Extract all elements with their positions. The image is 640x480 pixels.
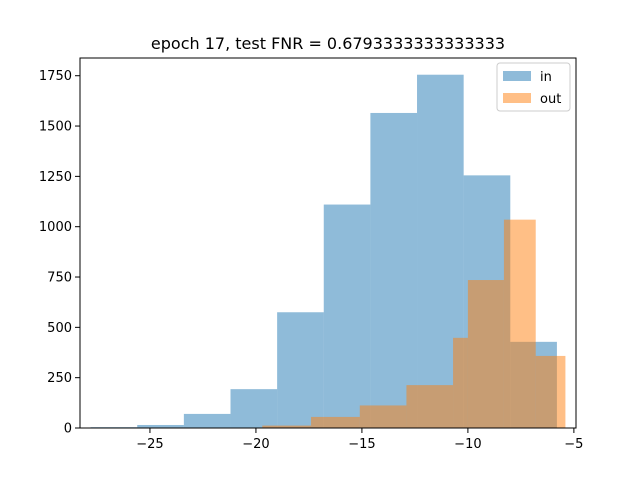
bar-in-5 xyxy=(323,204,371,428)
bar-in-6 xyxy=(370,112,418,429)
x-tick-label: −5 xyxy=(564,437,583,452)
legend-swatch-in xyxy=(503,71,531,81)
bar-out-1 xyxy=(262,425,312,428)
bar-in-1 xyxy=(137,424,184,428)
bar-in-4 xyxy=(277,312,324,428)
bar-out-6 xyxy=(467,280,504,428)
x-axis: −25 −20 −15 −10 −5 xyxy=(136,428,583,452)
y-tick-label: 1750 xyxy=(39,69,72,84)
y-tick-label: 1500 xyxy=(39,120,72,135)
y-tick-label: 1000 xyxy=(39,220,72,235)
bar-out-5 xyxy=(453,337,468,428)
x-tick-label: −20 xyxy=(242,437,269,452)
legend-label-out: out xyxy=(540,92,561,107)
plot-frame xyxy=(79,57,577,429)
legend-label-in: in xyxy=(540,70,552,85)
y-tick-label: 250 xyxy=(47,371,72,386)
bars-group xyxy=(90,74,566,429)
x-tick-label: −15 xyxy=(348,437,375,452)
bar-out-3 xyxy=(359,405,407,428)
chart-title: epoch 17, test FNR = 0.6793333333333333 xyxy=(151,34,505,53)
bar-out-8 xyxy=(535,355,566,428)
bar-in-3 xyxy=(230,389,278,428)
y-tick-label: 0 xyxy=(64,422,72,437)
y-tick-label: 500 xyxy=(47,321,72,336)
bar-out-7 xyxy=(503,219,536,428)
x-tick-label: −10 xyxy=(454,437,481,452)
y-tick-label: 1250 xyxy=(39,170,72,185)
bar-in-2 xyxy=(183,413,231,428)
y-axis: 0 250 500 750 1000 1250 1500 1750 xyxy=(39,69,80,437)
legend-swatch-out xyxy=(503,93,531,103)
bar-out-4 xyxy=(406,385,454,428)
y-tick-label: 750 xyxy=(47,271,72,286)
legend: in out xyxy=(496,62,571,112)
bar-out-2 xyxy=(311,416,360,428)
x-tick-label: −25 xyxy=(136,437,163,452)
